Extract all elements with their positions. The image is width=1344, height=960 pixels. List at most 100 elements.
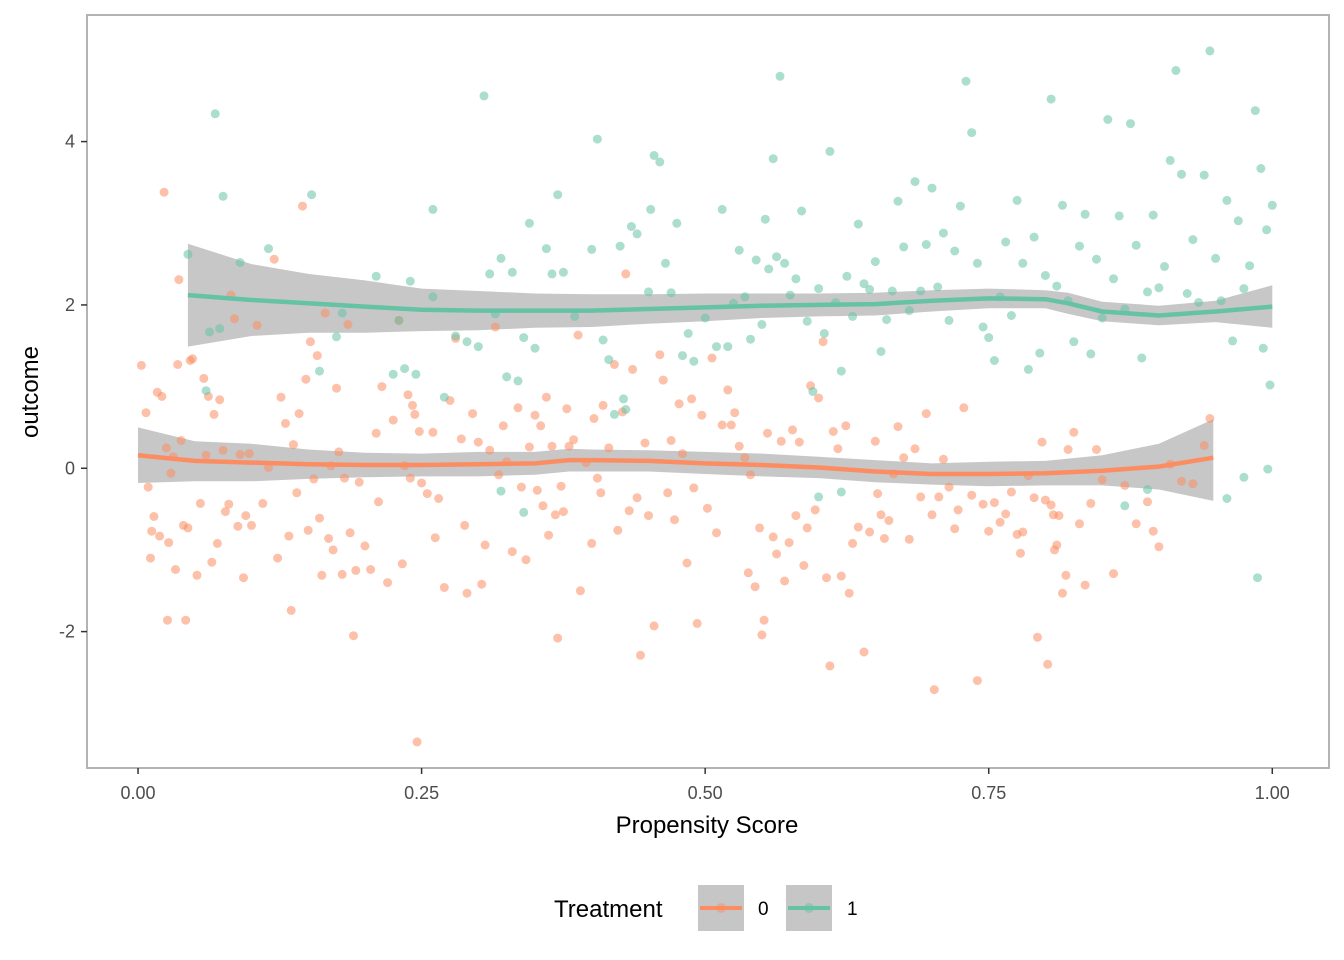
data-point-1 — [1075, 241, 1084, 251]
data-point-0 — [485, 445, 495, 455]
data-point-0 — [301, 374, 311, 384]
data-point-1 — [1137, 353, 1147, 363]
data-point-1 — [746, 334, 755, 344]
data-point-1 — [808, 387, 818, 396]
data-point-1 — [751, 255, 761, 265]
data-point-0 — [199, 373, 209, 383]
data-point-0 — [833, 444, 843, 454]
data-point-0 — [201, 450, 211, 460]
data-point-1 — [859, 279, 869, 289]
data-point-0 — [498, 421, 508, 431]
data-point-0 — [822, 573, 831, 583]
data-point-0 — [927, 510, 937, 520]
data-point-1 — [646, 204, 656, 214]
data-point-1 — [1160, 262, 1169, 271]
data-point-1 — [1006, 311, 1016, 320]
data-point-0 — [1143, 497, 1152, 507]
data-point-0 — [788, 425, 797, 435]
data-point-0 — [1029, 493, 1039, 503]
data-point-1 — [496, 486, 506, 496]
data-point-1 — [592, 134, 602, 144]
data-point-0 — [598, 400, 608, 410]
data-point-0 — [910, 444, 920, 454]
data-point-1 — [530, 343, 540, 353]
data-point-0 — [689, 483, 699, 493]
data-point-1 — [683, 329, 693, 338]
data-point-0 — [337, 569, 347, 579]
data-point-0 — [269, 254, 279, 264]
data-point-0 — [712, 528, 721, 538]
data-point-0 — [164, 538, 174, 548]
data-point-1 — [479, 91, 489, 101]
data-point-0 — [984, 526, 994, 536]
data-point-0 — [405, 473, 415, 483]
data-point-1 — [1109, 274, 1118, 284]
smooth-line-1 — [187, 292, 1273, 318]
data-point-0 — [746, 470, 755, 480]
data-point-1 — [836, 487, 846, 497]
data-point-1 — [1080, 209, 1090, 219]
data-point-0 — [298, 201, 307, 211]
data-point-0 — [1001, 509, 1011, 519]
data-point-0 — [192, 570, 202, 580]
data-point-1 — [853, 219, 863, 229]
data-point-0 — [624, 506, 634, 516]
data-point-1 — [836, 366, 846, 376]
data-point-1 — [723, 342, 733, 352]
data-point-0 — [876, 510, 886, 520]
data-point-1 — [802, 316, 812, 326]
data-point-0 — [1069, 427, 1079, 437]
data-point-0 — [207, 557, 217, 567]
data-point-0 — [397, 559, 407, 569]
data-point-0 — [1092, 445, 1101, 454]
data-point-1 — [927, 183, 937, 193]
data-point-0 — [173, 360, 183, 369]
data-point-0 — [730, 408, 740, 418]
data-point-1 — [819, 329, 829, 338]
ci-ribbon-1 — [187, 243, 1273, 347]
data-point-0 — [374, 497, 383, 507]
data-point-0 — [183, 523, 193, 533]
data-point-0 — [309, 474, 319, 484]
data-point-0 — [1177, 476, 1186, 486]
data-point-0 — [408, 400, 417, 410]
data-point-0 — [655, 350, 665, 360]
data-point-1 — [921, 240, 931, 249]
data-point-0 — [224, 499, 234, 509]
data-point-1 — [814, 492, 824, 502]
data-point-0 — [1018, 527, 1028, 537]
data-point-0 — [768, 532, 778, 542]
data-point-1 — [944, 315, 954, 325]
data-point-0 — [252, 320, 262, 330]
data-point-1 — [264, 244, 273, 254]
data-point-1 — [218, 191, 228, 201]
legend-key-0 — [698, 885, 744, 931]
x-tick-label: 0.50 — [688, 783, 723, 803]
data-point-0 — [674, 399, 684, 409]
data-point-1 — [876, 347, 886, 356]
data-point-1 — [1154, 283, 1164, 293]
data-point-0 — [403, 390, 413, 400]
data-point-0 — [938, 454, 948, 464]
data-point-0 — [143, 482, 153, 492]
data-point-0 — [305, 337, 315, 347]
data-point-0 — [1199, 440, 1209, 450]
data-point-1 — [1233, 216, 1243, 226]
data-point-1 — [1177, 169, 1186, 179]
data-point-0 — [161, 443, 171, 453]
data-point-1 — [1120, 501, 1130, 511]
data-point-0 — [360, 541, 370, 551]
data-point-1 — [1097, 313, 1107, 323]
y-tick-label: 4 — [65, 132, 75, 152]
data-point-0 — [967, 490, 977, 500]
data-point-0 — [978, 499, 988, 509]
data-point-0 — [220, 507, 230, 517]
data-point-1 — [1262, 225, 1272, 235]
data-point-1 — [337, 308, 347, 318]
data-point-0 — [530, 410, 540, 420]
data-point-0 — [171, 565, 180, 574]
data-point-0 — [480, 540, 490, 550]
data-point-0 — [1109, 569, 1118, 579]
data-point-1 — [1092, 254, 1101, 264]
data-point-1 — [587, 244, 597, 254]
